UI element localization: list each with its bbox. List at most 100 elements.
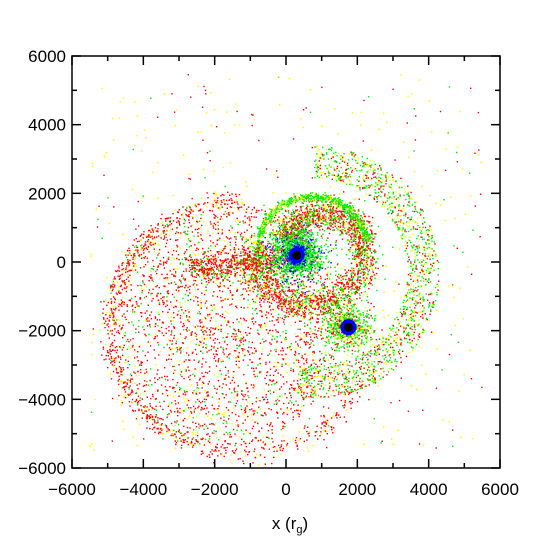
scatter-point [353, 152, 355, 154]
scatter-point [129, 274, 131, 277]
scatter-point [168, 358, 170, 360]
scatter-point [118, 319, 121, 321]
scatter-point [234, 405, 237, 407]
scatter-point [358, 176, 360, 178]
scatter-point [162, 230, 164, 232]
scatter-point [142, 237, 144, 239]
scatter-point [114, 324, 117, 327]
scatter-point [306, 280, 308, 283]
scatter-point [108, 352, 110, 354]
scatter-point [192, 392, 194, 394]
scatter-point [269, 442, 271, 445]
scatter-point [283, 319, 285, 321]
scatter-point [216, 199, 219, 202]
scatter-point [327, 289, 330, 291]
scatter-point [129, 259, 131, 262]
scatter-point [271, 296, 273, 298]
scatter-point [187, 226, 190, 229]
scatter-point [257, 287, 260, 289]
scatter-point [273, 173, 276, 176]
scatter-point [124, 394, 126, 396]
scatter-point [453, 296, 455, 298]
scatter-point [414, 279, 416, 281]
scatter-point [252, 317, 254, 319]
scatter-point [308, 278, 310, 281]
scatter-point [110, 359, 112, 362]
scatter-point [127, 338, 129, 341]
scatter-point [122, 282, 124, 284]
scatter-point [213, 373, 216, 376]
scatter-point [416, 279, 419, 281]
scatter-point [462, 251, 464, 253]
scatter-point [381, 200, 384, 203]
scatter-point [351, 378, 353, 380]
scatter-point [261, 353, 263, 355]
scatter-point [225, 449, 227, 451]
scatter-point [320, 235, 323, 237]
scatter-point [414, 271, 416, 273]
scatter-point [122, 301, 124, 303]
scatter-point [161, 224, 164, 226]
scatter-point [187, 294, 189, 297]
scatter-point [351, 158, 354, 160]
scatter-point [419, 346, 421, 348]
scatter-point [332, 289, 335, 291]
scatter-point [112, 283, 114, 286]
scatter-point [370, 194, 372, 196]
scatter-point [437, 170, 439, 172]
scatter-point [140, 371, 142, 374]
scatter-point [336, 343, 338, 345]
scatter-point [346, 172, 348, 175]
scatter-point [214, 245, 216, 247]
scatter-point [456, 247, 458, 249]
scatter-point [399, 195, 401, 197]
scatter-point [148, 414, 150, 416]
scatter-point [283, 323, 286, 325]
scatter-point [223, 200, 226, 202]
scatter-point [169, 394, 171, 396]
scatter-point [217, 229, 219, 231]
scatter-point [403, 205, 405, 207]
scatter-point [216, 220, 219, 222]
scatter-point [171, 293, 174, 296]
scatter-point [289, 392, 291, 394]
scatter-point [411, 272, 413, 274]
scatter-point [166, 395, 169, 397]
scatter-point [170, 320, 172, 322]
scatter-point [339, 364, 341, 366]
scatter-point [229, 280, 231, 283]
scatter-point [102, 308, 105, 310]
scatter-point [301, 290, 304, 293]
scatter-point [321, 380, 323, 382]
scatter-point [264, 210, 266, 212]
scatter-point [169, 409, 172, 412]
scatter-point [422, 265, 424, 267]
scatter-point [204, 330, 206, 332]
scatter-point [383, 195, 386, 197]
scatter-point [406, 225, 408, 227]
scatter-point [424, 226, 427, 229]
scatter-point [212, 414, 214, 416]
scatter-point [378, 200, 380, 203]
scatter-point [400, 74, 402, 76]
scatter-point [139, 267, 142, 269]
scatter-point [428, 100, 431, 102]
scatter-point [226, 111, 228, 113]
scatter-point [150, 414, 152, 416]
scatter-point [410, 328, 412, 330]
scatter-point [337, 297, 339, 300]
scatter-point [371, 363, 373, 365]
scatter-point [346, 390, 348, 393]
scatter-point [333, 358, 335, 361]
scatter-point [317, 280, 319, 282]
scatter-point [174, 400, 176, 402]
scatter-point [290, 408, 292, 410]
scatter-point [158, 286, 160, 289]
scatter-point [265, 383, 267, 385]
scatter-point [137, 252, 139, 254]
scatter-point [229, 231, 231, 233]
scatter-point [184, 278, 186, 280]
scatter-point [310, 396, 312, 398]
scatter-point [204, 438, 207, 441]
scatter-point [201, 283, 204, 285]
